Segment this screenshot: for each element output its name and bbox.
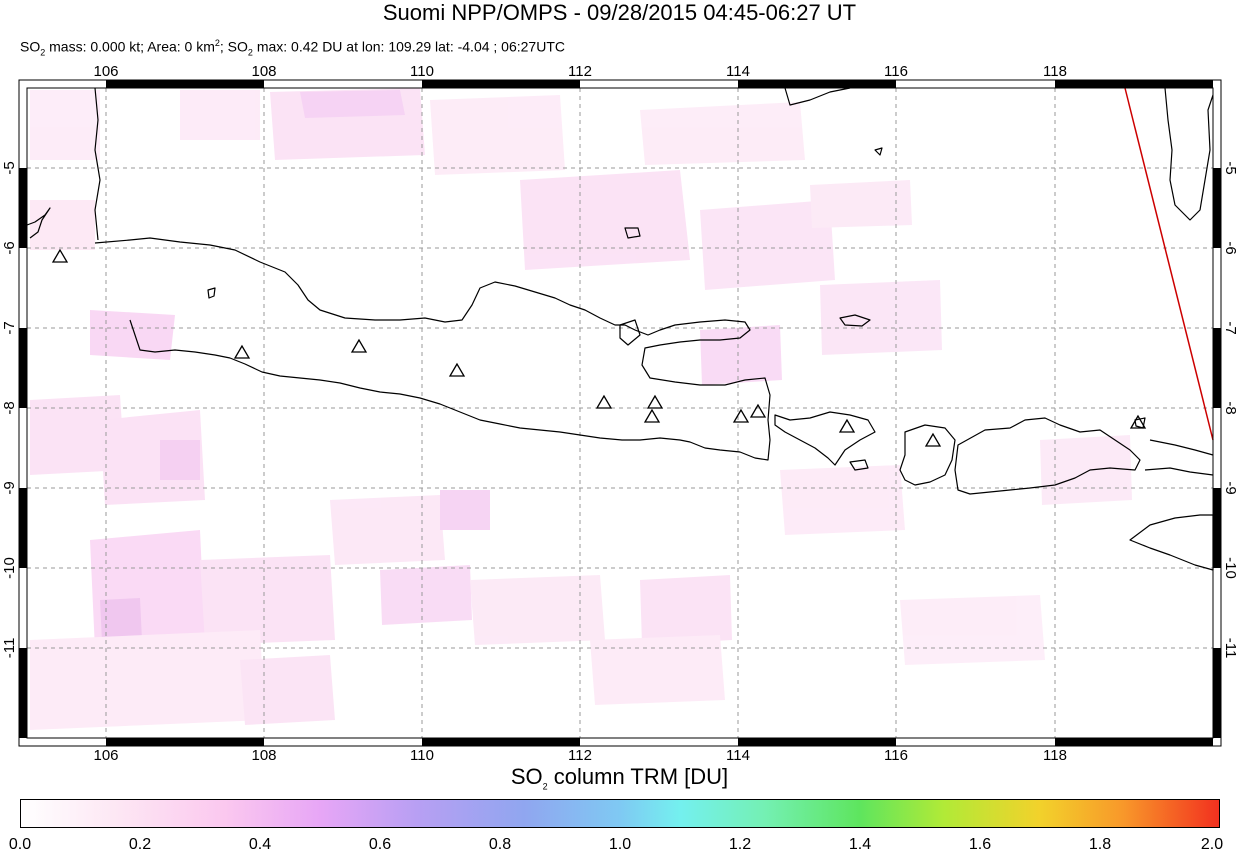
volcano-marker [448, 362, 466, 377]
colorbar-tick: 0.2 [128, 836, 152, 853]
sumbawa-coastline [954, 417, 1141, 495]
colorbar-tick: 1.4 [848, 836, 872, 853]
volcano-marker [51, 248, 69, 263]
lon-label-bottom: 112 [568, 747, 592, 760]
lat-label-left: -8 [1, 401, 18, 414]
colorbar-tick: 0.4 [248, 836, 272, 853]
orbit-swath-edge [1124, 87, 1214, 441]
so2-summary: SO2 mass: 0.000 kt; Area: 0 km2; SO2 max… [20, 38, 565, 58]
lat-label-left: -9 [1, 481, 18, 494]
lat-label-left: -7 [1, 321, 18, 334]
lat-label-left: -6 [1, 241, 18, 254]
map-frame [18, 79, 1222, 747]
colorbar-tick: 0.6 [368, 836, 392, 853]
volcano-marker [233, 344, 251, 359]
colorbar-tick: 0.0 [8, 836, 32, 853]
volcano-marker [643, 408, 661, 423]
colorbar-tick: 2.0 [1200, 836, 1224, 853]
colorbar-tick: 1.6 [968, 836, 992, 853]
colorbar-tick: 1.0 [608, 836, 632, 853]
lat-label-left: -5 [1, 161, 18, 174]
lombok-coastline [899, 424, 956, 486]
lon-label-bottom: 110 [410, 747, 434, 760]
volcano-marker [595, 394, 613, 409]
so2-pixels [30, 88, 1132, 730]
colorbar [20, 799, 1220, 828]
lat-label-right: -5 [1222, 161, 1239, 174]
colorbar-tick: 1.8 [1088, 836, 1112, 853]
java-coastline [94, 237, 771, 461]
coastlines [26, 87, 1214, 571]
volcano-markers [51, 248, 1147, 447]
lon-label-bottom: 116 [884, 747, 908, 760]
lon-label-top: 112 [568, 63, 592, 80]
lat-label-left: -11 [1, 638, 18, 659]
lat-label-right: -8 [1222, 401, 1239, 414]
lon-label-bottom: 114 [726, 747, 750, 760]
lat-label-right: -7 [1222, 321, 1239, 334]
so2-map: 106 108 110 112 114 116 118 106 108 110 … [1, 63, 1239, 760]
bali-coastline [774, 411, 876, 466]
volcano-marker [1129, 414, 1147, 429]
lon-label-bottom: 108 [251, 747, 276, 760]
lat-label-right: -10 [1222, 557, 1239, 579]
lat-label-right: -11 [1222, 638, 1239, 659]
sumba-coastline [1129, 514, 1214, 571]
sumatra-coastline [26, 207, 51, 239]
lon-label-bottom: 106 [93, 747, 118, 760]
lon-label-top: 110 [410, 63, 434, 80]
map-title: Suomi NPP/OMPS - 09/28/2015 04:45-06:27 … [382, 0, 857, 25]
volcano-marker [350, 338, 368, 353]
lon-label-top: 114 [726, 63, 750, 80]
lat-label-left: -10 [1, 557, 18, 579]
volcano-marker [646, 394, 664, 409]
lat-labels: -5 -6 -7 -8 -9 -10 -11 -5 -6 -7 -8 -9 -1… [1, 161, 1239, 658]
volcano-marker [749, 403, 767, 418]
lat-label-right: -9 [1222, 481, 1239, 494]
volcano-marker [838, 418, 856, 433]
volcano-marker [732, 408, 750, 423]
lon-label-bottom: 118 [1043, 747, 1067, 760]
colorbar-title: SO2 column TRM [DU] [510, 764, 729, 792]
colorbar-tick: 0.8 [488, 836, 512, 853]
lon-labels: 106 108 110 112 114 116 118 106 108 110 … [93, 63, 1066, 760]
lon-label-top: 118 [1043, 63, 1067, 80]
lon-label-top: 106 [93, 63, 118, 80]
lon-label-top: 116 [884, 63, 908, 80]
volcano-marker [924, 432, 942, 447]
colorbar-tick: 1.2 [728, 836, 752, 853]
lat-label-right: -6 [1222, 241, 1239, 254]
lon-label-top: 108 [251, 63, 276, 80]
